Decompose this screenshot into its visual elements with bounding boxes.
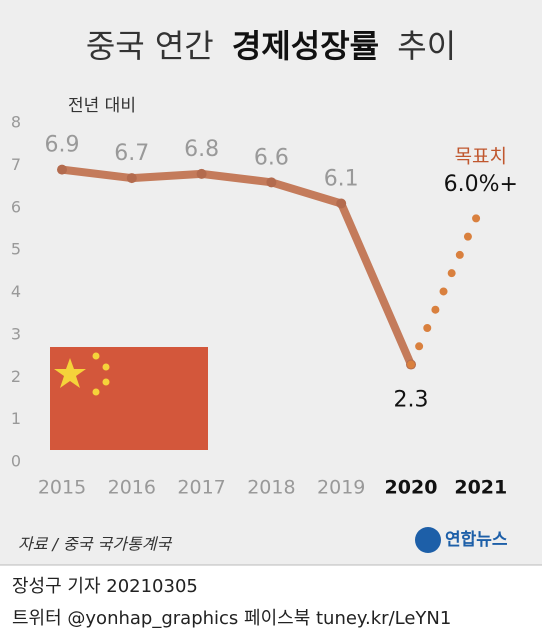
footer-line: 트위터 @yonhap_graphics 페이스북 tuney.kr/LeYN1 [12,608,451,629]
china-flag [50,347,208,450]
y-tick-label: 4 [11,282,21,301]
point [196,168,207,179]
point [266,177,277,188]
footer-line: 장성구 기자 20210305 [12,576,198,597]
x-tick-label: 2020 [385,477,438,499]
y-axis-label: 전년 대비 [68,96,136,116]
logo: 연합뉴스 [445,529,508,550]
data-label: 6.1 [324,167,359,192]
logo-icon [415,527,441,553]
x-tick-label: 2016 [108,477,156,499]
data-label: 2.3 [394,388,429,413]
data-label: 6.8 [184,137,219,162]
x-tick-label: 2021 [454,477,507,499]
source: 자료 / 중국 국가통계국 [18,535,172,554]
title-part: 중국 연간 [86,27,214,65]
x-tick-label: 2019 [317,477,365,499]
y-tick-label: 3 [11,324,21,343]
x-tick-label: 2018 [247,477,295,499]
data-label: 6.6 [254,145,289,170]
point [57,164,67,175]
target-line [407,203,485,369]
data-label: 6.7 [114,141,149,166]
y-tick-label: 6 [11,197,21,216]
title-bold: 경제성장률 [232,27,379,65]
y-tick-label: 2 [11,367,21,386]
y-tick-label: 8 [11,113,21,132]
point [126,173,137,184]
y-tick-label: 1 [11,409,21,428]
point [336,198,347,209]
data-label: 6.0%+ [444,172,518,197]
y-tick-label: 7 [11,155,21,174]
y-tick-label: 0 [11,452,21,471]
x-tick-label: 2015 [38,477,86,499]
series-line [58,165,415,369]
footer-background [0,565,542,638]
data-label: 6.9 [45,133,80,158]
y-tick-label: 5 [11,240,21,259]
chart-title: 중국 연간 경제성장률 추이 [86,27,456,65]
title-part: 추이 [397,27,456,65]
legend-label: 목표치 [455,146,507,168]
x-tick-label: 2017 [177,477,225,499]
background [0,0,542,565]
